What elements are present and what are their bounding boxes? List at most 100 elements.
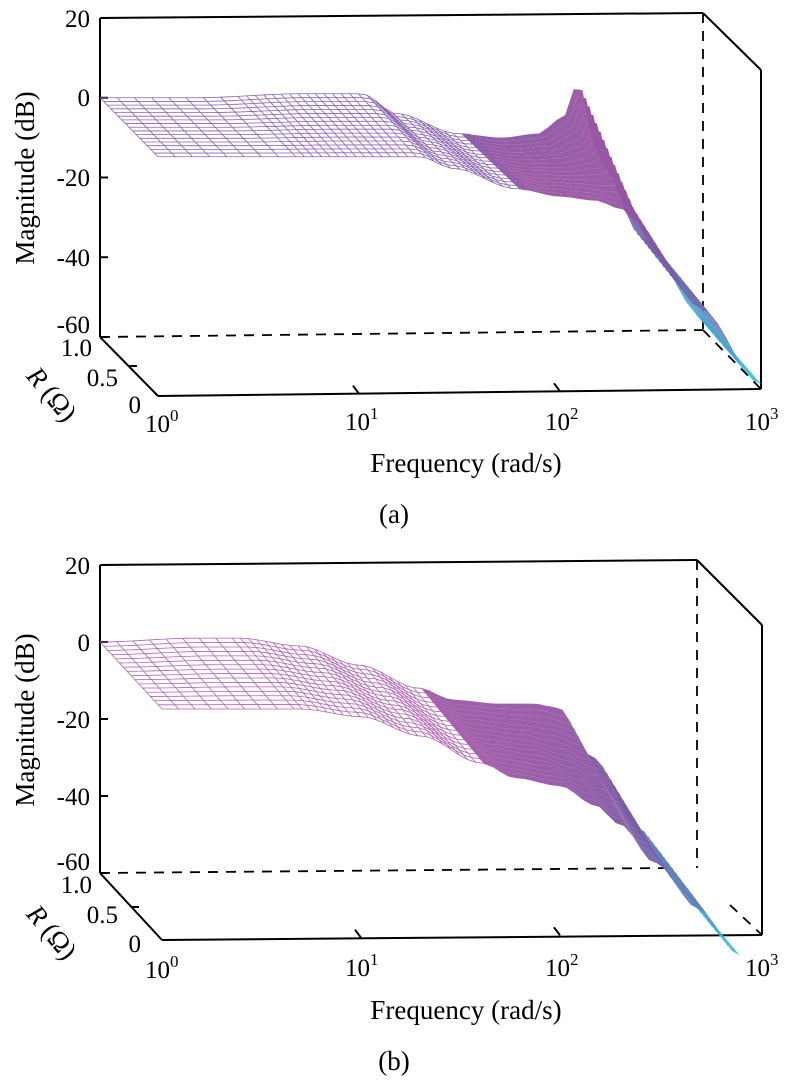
- mesh-line-f: [306, 93, 366, 158]
- mesh-line-f: [116, 641, 179, 710]
- mesh-line-f: [215, 637, 278, 710]
- frequency-axis: [157, 388, 762, 397]
- mesh-line-f: [330, 656, 394, 728]
- mesh-line-r: [154, 152, 525, 188]
- mesh-line-f: [388, 676, 452, 750]
- mesh-line-r: [100, 93, 471, 135]
- mesh-line-f: [220, 96, 279, 158]
- mesh-line-f: [149, 639, 212, 710]
- mesh-line-f: [264, 640, 328, 713]
- mesh-line-r: [136, 132, 507, 170]
- x-tick-label: 101: [345, 950, 379, 982]
- mesh-line-r: [125, 120, 496, 160]
- mesh-line-f: [280, 93, 340, 158]
- mesh-line-f: [366, 94, 426, 158]
- mesh-line-f: [347, 663, 410, 735]
- mesh-line-f: [315, 93, 374, 158]
- r-tick-label: 1.0: [61, 335, 92, 362]
- surface-patch: [448, 721, 709, 919]
- mesh-line-f: [429, 690, 493, 767]
- x-tick-label: 102: [545, 950, 579, 982]
- r-tick-label: 1.0: [61, 872, 92, 899]
- mesh-line-r: [103, 97, 475, 139]
- mesh-line-f: [383, 107, 443, 166]
- x-ticks: [352, 382, 561, 395]
- r-axis-label: R (Ω): [20, 360, 83, 427]
- mesh-line-f: [231, 637, 295, 710]
- bottom-right-dashed-diag: [729, 904, 763, 936]
- mesh-line-f: [165, 638, 229, 710]
- mesh-line-f: [271, 94, 331, 158]
- mesh-line-f: [116, 97, 176, 158]
- y-axis-label: Magnitude (dB): [10, 91, 40, 264]
- x-axis-label: Frequency (rad/s): [370, 995, 561, 1025]
- surface-patch: [483, 137, 729, 347]
- mesh-line-r: [150, 148, 522, 184]
- y-tick-label: 20: [65, 6, 90, 33]
- mesh-line-f: [358, 93, 417, 158]
- surface-a: [99, 89, 761, 385]
- mesh-line-f: [405, 684, 468, 760]
- mesh-line-f: [256, 639, 320, 711]
- x-tick-mark: [354, 929, 362, 939]
- mesh-line-f: [289, 93, 348, 158]
- mesh-line-f: [289, 645, 353, 717]
- x-tick-label: 100: [145, 406, 179, 438]
- y-tick-label: -20: [57, 707, 90, 734]
- y-ticks: [100, 17, 108, 338]
- x-ticks: [354, 926, 561, 939]
- r-tick-label: 0: [129, 392, 142, 419]
- back-bottom-dashed-edge: [99, 329, 704, 338]
- back-bottom-dashed-edge: [99, 867, 669, 874]
- mesh-line-r: [121, 116, 493, 156]
- mesh-line-f: [323, 93, 383, 158]
- mesh-line-f: [435, 127, 495, 184]
- mesh-line-r: [147, 144, 518, 181]
- panel-caption: (a): [379, 499, 409, 529]
- mesh-line-f: [461, 133, 521, 190]
- mesh-line-r: [143, 140, 514, 177]
- mesh-line-f: [185, 97, 245, 158]
- y-ticks: [100, 564, 108, 874]
- x-tick-label: 100: [145, 952, 179, 984]
- x-tick-label: 103: [745, 404, 779, 436]
- mesh-line-f: [254, 95, 314, 158]
- mesh-line-f: [421, 688, 485, 764]
- mesh-line-f: [418, 119, 478, 175]
- mesh-line-f: [297, 93, 357, 158]
- mesh-line-f: [99, 641, 163, 710]
- x-axis-label: Frequency (rad/s): [370, 448, 561, 478]
- x-tick-label: 103: [745, 950, 779, 982]
- mesh-line-r: [114, 109, 485, 149]
- r-tick-label: 0.5: [87, 902, 118, 929]
- mesh-line-f: [263, 94, 322, 158]
- mesh-line-f: [427, 123, 486, 180]
- mesh-line-f: [332, 93, 391, 158]
- mesh-line-f: [349, 93, 409, 158]
- mesh-line-f: [372, 667, 435, 740]
- y-tick-label: 0: [78, 85, 91, 112]
- x-tick-label: 101: [345, 404, 379, 436]
- bottom-right-dashed-diag: [702, 329, 762, 390]
- mesh-line-f: [281, 644, 344, 716]
- mesh-line-f: [132, 640, 196, 710]
- x-tick-mark: [553, 926, 561, 936]
- mesh-line-f: [134, 97, 193, 158]
- mesh-line-f: [340, 93, 400, 158]
- mesh-line-f: [375, 100, 434, 162]
- mesh-line-f: [240, 637, 303, 710]
- mesh-line-f: [246, 95, 305, 158]
- mesh-line-f: [198, 637, 262, 710]
- panel-a: 20 0 -20 -40 -60 1.0 0.5 0 100 101 102 1…: [10, 6, 779, 529]
- r-axis-label: R (Ω): [20, 898, 83, 965]
- mesh-line-f: [168, 97, 228, 158]
- back-top-edge: [99, 12, 704, 19]
- x-tick-mark: [352, 385, 360, 395]
- y-axis-label: Magnitude (dB): [10, 633, 40, 806]
- mesh-line-f: [392, 112, 452, 169]
- mesh-line-f: [339, 660, 402, 732]
- mesh-line-f: [248, 638, 311, 710]
- x-tick-mark: [553, 382, 561, 392]
- r-tick-label: 0.5: [87, 365, 118, 392]
